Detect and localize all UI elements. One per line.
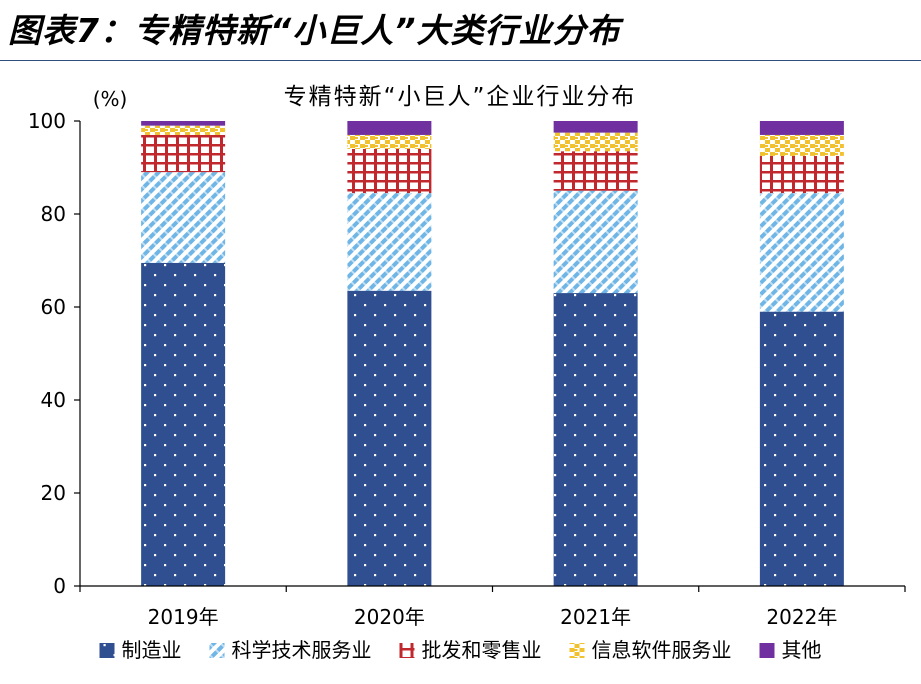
legend-swatch-1 <box>99 643 115 658</box>
legend-label-2: 科学技术服务业 <box>232 638 372 662</box>
bar-2-series-4 <box>347 134 432 149</box>
y-tick-label-100: 100 <box>28 109 66 133</box>
legend-swatch-2 <box>209 643 225 658</box>
y-tick-label-60: 60 <box>41 295 66 319</box>
x-tick-label-3: 2021年 <box>560 605 631 629</box>
bar-2-series-3 <box>347 148 432 194</box>
legend-item-3: 批发和零售业 <box>399 638 542 662</box>
x-tick-label-4: 2022年 <box>766 605 837 629</box>
y-tick-labels: 0 20 40 60 80 100 <box>28 109 66 598</box>
bar-2-series-2 <box>347 193 432 291</box>
x-tick-label-2: 2020年 <box>354 605 425 629</box>
bar-1-series-3 <box>141 134 226 173</box>
legend-item-4: 信息软件服务业 <box>569 638 732 662</box>
bar-1-series-2 <box>141 172 226 263</box>
bar-3-series-2 <box>553 190 638 294</box>
axes-layer <box>74 120 906 592</box>
y-axis-unit-label: (%) <box>93 87 128 111</box>
bar-4-series-4 <box>759 134 844 156</box>
y-tick-label-0: 0 <box>53 574 66 598</box>
bar-4-series-2 <box>759 193 844 312</box>
bar-1-series-4 <box>141 125 226 135</box>
bar-4-series-3 <box>759 155 844 194</box>
legend-label-3: 批发和零售业 <box>422 638 542 662</box>
legend-item-1: 制造业 <box>99 638 182 662</box>
bars-layer <box>141 121 844 586</box>
x-tick-label-1: 2019年 <box>148 605 219 629</box>
legend-swatch-5 <box>759 643 775 658</box>
legend: 制造业 科学技术服务业 批发和零售业 信息软件服务业 其他 <box>99 638 822 662</box>
legend-label-5: 其他 <box>782 638 822 662</box>
legend-item-2: 科学技术服务业 <box>209 638 372 662</box>
bar-3-series-4 <box>553 132 638 152</box>
legend-swatch-4 <box>569 643 585 658</box>
y-tick-label-80: 80 <box>41 202 66 226</box>
bar-2-series-1 <box>347 290 432 586</box>
bar-3-series-3 <box>553 151 638 191</box>
figure-title: 图表7：专精特新“小巨人”大类行业分布 <box>8 11 621 50</box>
legend-label-4: 信息软件服务业 <box>592 638 732 662</box>
bar-1-series-5 <box>141 121 226 126</box>
legend-swatch-3 <box>399 643 415 658</box>
bar-2-series-5 <box>347 121 432 135</box>
bar-4-series-5 <box>759 121 844 135</box>
bar-3-series-5 <box>553 121 638 133</box>
bar-4-series-1 <box>759 311 844 586</box>
title-divider <box>0 60 921 61</box>
bar-3-series-1 <box>553 293 638 586</box>
bar-1-series-1 <box>141 262 226 586</box>
y-tick-label-40: 40 <box>41 388 66 412</box>
y-tick-label-20: 20 <box>41 481 66 505</box>
legend-label-1: 制造业 <box>122 638 182 662</box>
legend-item-5: 其他 <box>759 638 822 662</box>
chart-title: 专精特新“小巨人”企业行业分布 <box>284 84 637 110</box>
x-tick-labels: 2019年 2020年 2021年 2022年 <box>148 605 838 629</box>
